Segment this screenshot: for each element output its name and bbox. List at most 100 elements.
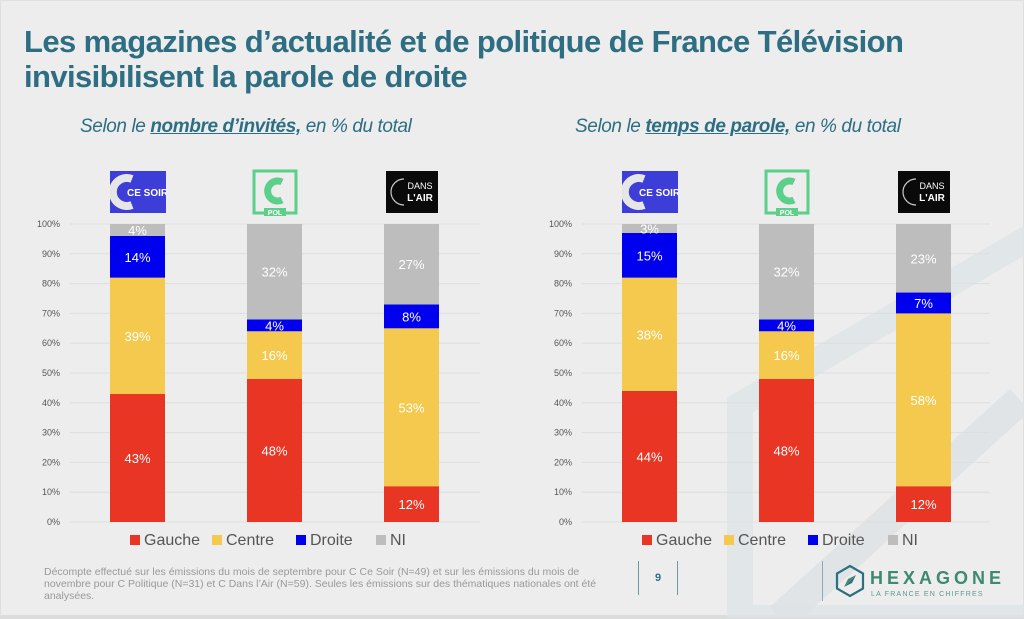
bar-segment-droite — [384, 304, 439, 329]
data-label: 4% — [265, 318, 284, 333]
data-label: 16% — [773, 348, 799, 363]
data-label: 27% — [398, 257, 424, 272]
legend-swatch-ni — [376, 535, 386, 545]
bar-segment-centre — [896, 313, 951, 487]
bar-segment-droite — [896, 292, 951, 314]
c-letter-icon — [902, 178, 917, 206]
logo-text: CE SOIR — [639, 188, 678, 199]
subtitle-suffix: en % du total — [300, 116, 412, 137]
logo-text: L'AIR — [919, 193, 945, 204]
y-tick-label: 40% — [554, 398, 572, 408]
legend-label: Gauche — [144, 532, 200, 549]
data-label: 4% — [777, 318, 796, 333]
chart-temps-de-parole: 0% 10% 20% 30% 40% 50% 60% 70% 80% 90% 100% 44% 38% 1… — [549, 219, 990, 549]
logo-bg — [898, 171, 950, 213]
bar-segment-ni — [384, 224, 439, 305]
legend-label: Gauche — [656, 532, 712, 549]
bar-segment-centre — [110, 277, 165, 394]
brand-name: HEXAGONE — [870, 568, 1006, 588]
bar-segment-gauche — [759, 378, 814, 522]
subtitle-temps: Selon le temps de parole, en % du total — [575, 116, 901, 138]
data-label: 39% — [124, 329, 150, 344]
legend-label: Droite — [310, 532, 353, 549]
logo-bg — [386, 171, 438, 213]
c-letter-icon — [110, 174, 134, 210]
subtitle-suffix: en % du total — [789, 116, 901, 137]
y-tick-label: 50% — [554, 368, 572, 378]
logo-c-dans-l-air: DANS L'AIR — [898, 171, 950, 213]
y-tick-label: 60% — [554, 338, 572, 348]
logo-text: CE SOIR — [127, 188, 166, 199]
bar-segment-ni — [247, 224, 302, 320]
legend-swatch-gauche — [642, 535, 652, 545]
data-label: 3% — [640, 221, 659, 236]
hexagone-brand: HEXAGONE LA FRANCE EN CHIFFRES — [822, 561, 1023, 601]
logo-c-politique: POL — [252, 169, 298, 217]
logo-text: L'AIR — [407, 193, 433, 204]
data-label: 8% — [402, 309, 421, 324]
legend-label: NI — [390, 532, 406, 549]
y-tick-label: 90% — [554, 249, 572, 259]
bar-segment-gauche — [110, 393, 165, 522]
y-tick-label: 20% — [554, 457, 572, 467]
logo-ce-soir: CE SOIR — [622, 171, 678, 213]
page-title: Les magazines d’actualité et de politiqu… — [24, 24, 904, 94]
chart-nombre-invites: 0% 10% 20% 30% 40% 50% 60% 70% 80% 90% 100% 43% 39% 1… — [37, 219, 480, 549]
c-letter-icon — [622, 174, 646, 210]
legend-swatch-centre — [724, 535, 734, 545]
data-label: 48% — [773, 443, 799, 458]
data-label: 15% — [636, 248, 662, 263]
bar-segment-droite — [759, 319, 814, 332]
bar-segment-centre — [759, 331, 814, 379]
bar-segment-ni — [622, 224, 677, 233]
bar-segment-droite — [247, 319, 302, 332]
c-letter-icon — [264, 177, 284, 205]
subtitle-prefix: Selon le — [80, 116, 151, 137]
c-letter-icon — [390, 178, 405, 206]
subtitle-prefix: Selon le — [575, 116, 646, 137]
legend-swatch-droite — [296, 535, 306, 545]
subtitle-invites: Selon le nombre d’invités, en % du total — [80, 116, 412, 138]
y-tick-label: 90% — [42, 249, 60, 259]
compass-hexagon-icon — [835, 564, 865, 598]
data-label: 44% — [636, 449, 662, 464]
data-label: 32% — [773, 265, 799, 280]
bar-segment-ni — [759, 224, 814, 320]
y-tick-label: 100% — [549, 219, 572, 229]
footnote: Décompte effectué sur les émissions du m… — [44, 566, 597, 602]
y-tick-label: 20% — [42, 457, 60, 467]
logo-ce-soir: CE SOIR — [110, 171, 166, 213]
data-label: 58% — [910, 393, 936, 408]
legend-label: Centre — [226, 532, 274, 549]
bar-segment-centre — [622, 277, 677, 391]
data-label: 38% — [636, 327, 662, 342]
y-tick-label: 80% — [42, 279, 60, 289]
data-label: 48% — [261, 443, 287, 458]
legend-label: Centre — [738, 532, 786, 549]
logo-text: POL — [268, 210, 283, 217]
y-tick-label: 100% — [37, 219, 60, 229]
data-label: 53% — [398, 400, 424, 415]
logo-text: POL — [780, 210, 795, 217]
data-label: 7% — [914, 296, 933, 311]
bar-segment-droite — [622, 232, 677, 278]
legend-swatch-centre — [212, 535, 222, 545]
y-tick-label: 30% — [554, 428, 572, 438]
logo-text: DANS — [919, 181, 944, 191]
brand-tagline: LA FRANCE EN CHIFFRES — [871, 591, 984, 598]
y-tick-label: 80% — [554, 279, 572, 289]
data-label: 12% — [910, 497, 936, 512]
bar-segment-gauche — [247, 378, 302, 522]
legend-swatch-gauche — [130, 535, 140, 545]
y-tick-label: 10% — [42, 487, 60, 497]
y-tick-label: 40% — [42, 398, 60, 408]
y-tick-label: 0% — [47, 517, 60, 527]
logo-c-politique: POL — [764, 169, 810, 217]
c-letter-icon — [776, 177, 796, 205]
bar-segment-gauche — [622, 390, 677, 522]
logo-c-dans-l-air: DANS L'AIR — [386, 171, 438, 213]
data-label: 43% — [124, 451, 150, 466]
logo-text: DANS — [407, 181, 432, 191]
y-tick-label: 30% — [42, 428, 60, 438]
